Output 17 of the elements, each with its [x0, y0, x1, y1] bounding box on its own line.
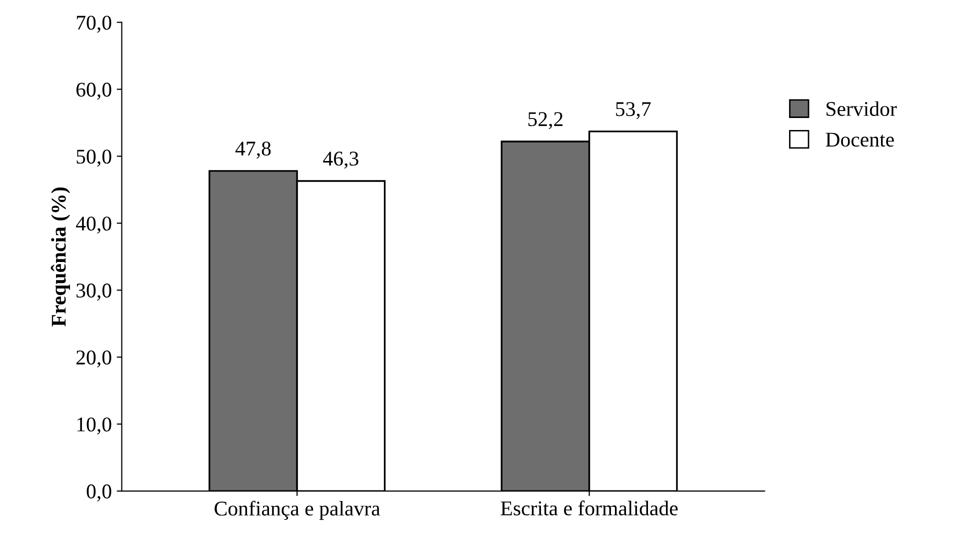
legend-label: Servidor: [826, 101, 897, 116]
legend-label: Docente: [826, 132, 894, 147]
y-tick-label: 30,0: [76, 284, 112, 301]
data-label: 47,8: [235, 142, 271, 159]
y-tick-label: 20,0: [76, 350, 112, 368]
y-tick-label: 0,0: [86, 484, 112, 502]
y-tick-label: 10,0: [77, 417, 112, 435]
y-tick-label: 60,0: [76, 82, 112, 100]
data-label: 53,7: [616, 102, 651, 120]
data-label: 46,3: [323, 152, 358, 169]
x-tick-label: Confiança e palavra: [214, 500, 380, 520]
y-tick-label: 50,0: [76, 150, 112, 167]
y-tick-label: 40,0: [76, 216, 112, 234]
y-axis-title: Frequência (%): [50, 187, 70, 326]
data-label: 52,2: [528, 112, 563, 130]
x-tick-label: Escrita e formalidade: [500, 500, 678, 516]
y-tick-label: 70,0: [76, 16, 112, 33]
